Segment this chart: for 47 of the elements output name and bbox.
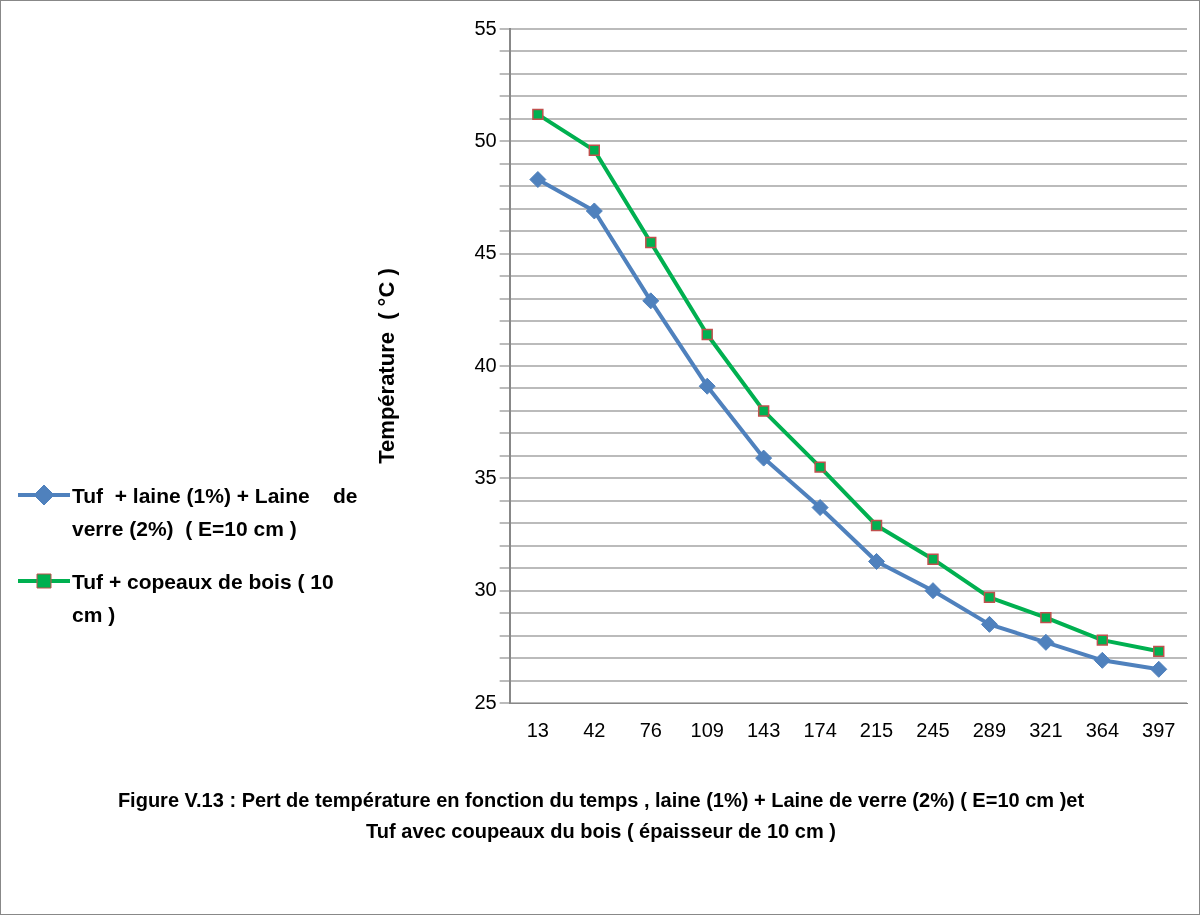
legend-label: Tuf + copeaux de bois ( 10 cm ) [72,569,335,628]
legend-label: Tuf + laine (1%) + Laine de verre (2%) ( E=10 cm ) [72,483,359,542]
point [757,405,770,417]
x-tick-label: 42 [583,718,606,741]
point [532,108,544,121]
text: Figure V.13 : Pert de température en fonction du temps , laine (1%) + Laine de verre (2%) ( E=10 cm )et Tuf avec coupeaux du bois ( épaisseur de 10 cm ) [116,788,1086,844]
point [701,328,713,341]
y-tick-label: 25 [474,690,497,713]
y-tick-label: 55 [474,16,497,39]
point [1040,611,1052,624]
point [698,377,716,395]
x-tick-label: 289 [972,718,1007,741]
point [1093,651,1111,669]
y-axis-title: Température ( °C ) [374,268,400,464]
y-tick-label: 45 [474,241,497,264]
point [1153,645,1165,658]
point [814,461,826,473]
x-tick-label: 13 [526,718,549,741]
point [585,202,603,220]
x-tick-label: 76 [639,718,662,741]
x-tick-label: 109 [690,718,724,741]
point [980,615,998,633]
x-tick-label: 245 [916,718,950,741]
y-tick-label: 50 [474,128,497,151]
x-tick-label: 143 [746,718,781,741]
point [588,144,601,157]
x-tick-label: 174 [803,718,837,741]
point [811,499,829,517]
point [870,519,883,532]
point [927,553,939,565]
point [868,552,886,570]
point [642,292,660,310]
x-tick-label: 397 [1142,718,1176,741]
point [983,591,996,604]
point [529,171,547,189]
point [1037,633,1055,651]
x-tick-label: 321 [1029,718,1063,741]
point [1150,660,1168,678]
point [924,582,942,600]
y-tick-label: 40 [474,353,497,376]
y-tick-label: 35 [474,465,497,488]
y-tick-label: 30 [474,578,497,601]
point [645,236,657,249]
x-tick-label: 364 [1085,718,1120,741]
point [1096,634,1109,646]
point [755,449,773,467]
x-tick-label: 215 [859,718,894,741]
